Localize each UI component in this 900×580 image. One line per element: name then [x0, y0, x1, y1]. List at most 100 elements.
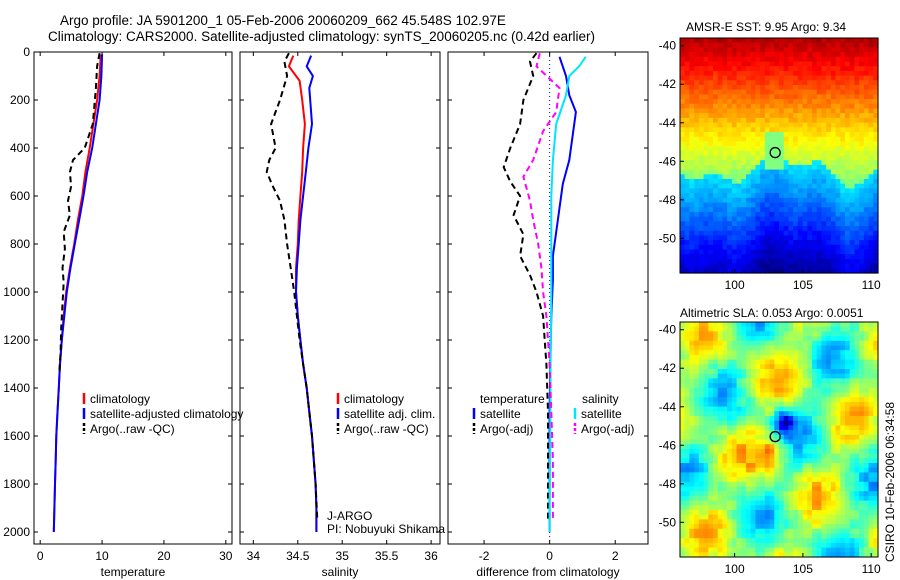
map-cell — [708, 216, 714, 222]
map-cell — [741, 188, 747, 194]
map-cell — [821, 524, 827, 530]
map-cell — [722, 164, 728, 171]
map-cell — [812, 340, 818, 347]
map-cell — [793, 322, 799, 328]
map-cell — [854, 164, 860, 171]
map-cell — [859, 326, 865, 332]
map-cell — [826, 108, 832, 114]
map-cell — [689, 56, 695, 63]
x-tick-label: 110 — [862, 278, 881, 292]
y-tick-label: 1200 — [3, 333, 30, 347]
map-cell — [727, 331, 733, 337]
map-cell — [840, 113, 846, 119]
map-cell — [689, 500, 695, 506]
map-cell — [863, 141, 870, 147]
map-cell — [746, 434, 752, 441]
map-cell — [835, 453, 841, 459]
map-cell — [760, 463, 766, 469]
map-cell — [694, 263, 700, 269]
map-cell — [830, 510, 837, 516]
map-cell — [854, 66, 860, 72]
map-cell — [684, 197, 691, 204]
map-cell — [774, 336, 780, 342]
map-cell — [788, 481, 794, 488]
map-cell — [717, 425, 724, 431]
map-cell — [698, 38, 705, 44]
map-cell — [863, 430, 870, 436]
map-cell — [797, 444, 804, 450]
map-cell — [854, 117, 860, 124]
map-cell — [731, 99, 738, 105]
map-cell — [760, 263, 766, 269]
map-cell — [779, 354, 785, 361]
map-cell — [764, 345, 771, 351]
map-cell — [845, 373, 851, 379]
map-cell — [863, 146, 870, 152]
map-cell — [840, 268, 846, 274]
map-cell — [783, 42, 790, 48]
map-cell — [760, 132, 766, 138]
map-cell — [863, 387, 870, 394]
map-cell — [769, 169, 775, 175]
map-cell — [698, 533, 705, 539]
map-cell — [845, 486, 851, 492]
map-cell — [859, 244, 865, 251]
map-cell — [680, 193, 686, 199]
legend-label: satellite adj. clim. — [344, 407, 435, 421]
map-cell — [873, 434, 879, 441]
map-cell — [713, 481, 719, 488]
map-cell — [708, 169, 714, 175]
map-cell — [755, 519, 761, 525]
map-cell — [755, 202, 761, 208]
map-cell — [835, 164, 841, 171]
map-cell — [797, 495, 804, 502]
map-cell — [797, 336, 804, 342]
map-cell — [684, 524, 691, 530]
map-cell — [750, 420, 757, 426]
map-cell — [774, 258, 780, 265]
map-cell — [788, 122, 794, 128]
map-cell — [830, 463, 837, 469]
map-cell — [708, 505, 714, 511]
map-cell — [859, 146, 865, 152]
map-cell — [859, 463, 865, 469]
map-cell — [802, 211, 808, 218]
map-cell — [845, 533, 851, 539]
map-cell — [722, 202, 728, 208]
map-cell — [849, 244, 856, 251]
map-cell — [868, 61, 874, 67]
legend-sal-2: satellite adj. clim. — [336, 407, 435, 421]
map-cell — [717, 66, 724, 72]
map-cell — [731, 103, 738, 110]
map-cell — [821, 453, 827, 459]
map-cell — [760, 56, 766, 63]
map-cell — [680, 230, 686, 236]
map-cell — [779, 193, 785, 199]
map-cell — [760, 38, 766, 44]
map-cell — [698, 411, 705, 417]
map-cell — [840, 202, 846, 208]
map-cell — [863, 434, 870, 441]
map-cell — [835, 249, 841, 255]
map-cell — [736, 533, 742, 539]
map-cell — [797, 392, 804, 398]
map-cell — [746, 514, 752, 520]
map-cell — [746, 230, 752, 236]
map-cell — [727, 430, 733, 436]
map-cell — [746, 448, 752, 455]
map-cell — [746, 416, 752, 422]
map-cell — [807, 387, 813, 394]
map-cell — [779, 249, 785, 255]
map-cell — [769, 397, 775, 403]
map-cell — [863, 249, 870, 255]
map-cell — [689, 136, 695, 142]
map-cell — [684, 387, 691, 394]
map-cell — [698, 47, 705, 53]
map-cell — [788, 444, 794, 450]
map-cell — [821, 160, 827, 166]
map-cell — [793, 216, 799, 222]
map-cell — [774, 146, 780, 152]
map-cell — [684, 336, 691, 342]
map-cell — [755, 538, 761, 544]
map-cell — [849, 146, 856, 152]
